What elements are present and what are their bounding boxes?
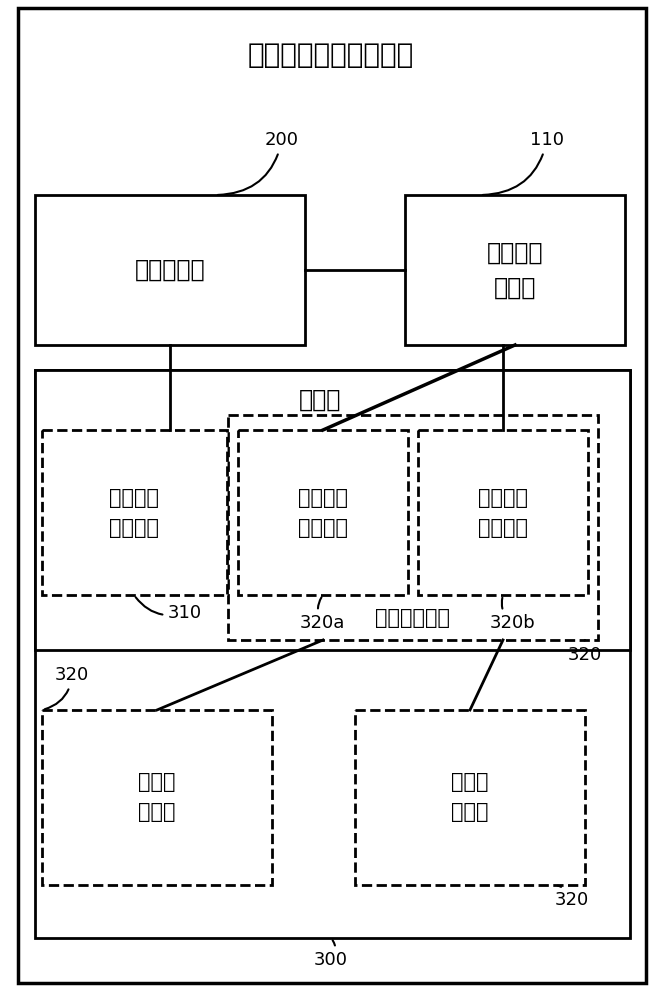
Text: 320a: 320a xyxy=(300,597,345,632)
Text: 320: 320 xyxy=(568,640,602,664)
Text: 第二开关
控制模块: 第二开关 控制模块 xyxy=(478,488,528,538)
Text: 320: 320 xyxy=(555,886,589,909)
Bar xyxy=(418,430,588,595)
Text: 控制器: 控制器 xyxy=(299,388,341,412)
Bar xyxy=(405,195,625,345)
Bar xyxy=(238,430,408,595)
Bar xyxy=(42,430,227,595)
Text: 320: 320 xyxy=(44,666,90,709)
Bar xyxy=(42,710,272,885)
Text: 电场控
制模块: 电场控 制模块 xyxy=(452,772,489,822)
Text: 110: 110 xyxy=(483,131,564,195)
Bar xyxy=(228,415,598,640)
Text: 电场控制模块: 电场控制模块 xyxy=(375,608,450,628)
Text: 320b: 320b xyxy=(490,598,536,632)
Text: 电场控
制模块: 电场控 制模块 xyxy=(139,772,176,822)
Text: 电压发生器: 电压发生器 xyxy=(135,258,206,282)
Text: 310: 310 xyxy=(136,597,202,622)
Text: 一组电极
贴片对: 一组电极 贴片对 xyxy=(487,240,543,300)
Bar xyxy=(35,195,305,345)
Text: 200: 200 xyxy=(217,131,299,195)
Text: 300: 300 xyxy=(314,940,348,969)
Bar xyxy=(355,710,585,885)
Text: 电压相位
控制模块: 电压相位 控制模块 xyxy=(109,488,159,538)
Bar xyxy=(35,370,630,938)
Text: 第一开关
控制模块: 第一开关 控制模块 xyxy=(298,488,348,538)
Text: 病变细胞分裂抑制装置: 病变细胞分裂抑制装置 xyxy=(248,41,414,69)
Bar xyxy=(35,370,630,650)
